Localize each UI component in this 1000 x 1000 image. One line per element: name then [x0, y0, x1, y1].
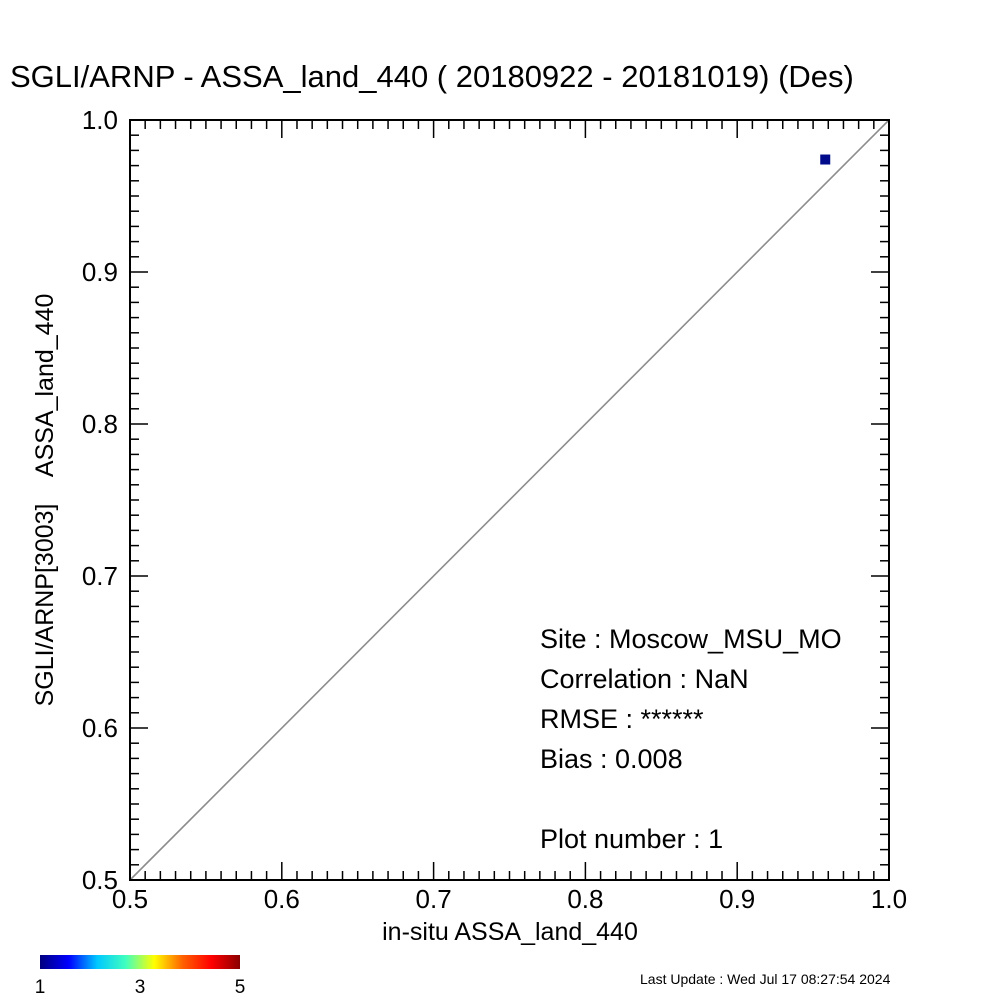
x-tick-label: 0.9: [719, 884, 755, 914]
x-tick-label: 0.5: [112, 884, 148, 914]
plot-frame: [129, 119, 890, 881]
x-tick-label: 0.6: [264, 884, 300, 914]
y-tick-label: 0.7: [82, 561, 118, 591]
y-tick-label: 0.8: [82, 409, 118, 439]
stat-rmse: RMSE : ******: [540, 704, 704, 734]
last-update-text: Last Update : Wed Jul 17 08:27:54 2024: [640, 971, 891, 987]
x-axis-label: in-situ ASSA_land_440: [382, 918, 638, 946]
data-points: [820, 154, 831, 165]
stat-plot-number: Plot number : 1: [540, 824, 723, 854]
y-axis-label: SGLI/ARNP[3003] ASSA_land_440: [31, 294, 59, 707]
y-tick-label: 1.0: [82, 105, 118, 135]
colorbar: [40, 955, 240, 969]
reference-line: [129, 119, 890, 881]
chart-title: SGLI/ARNP - ASSA_land_440 ( 20180922 - 2…: [10, 59, 854, 94]
y-tick-label: 0.9: [82, 257, 118, 287]
x-tick-label: 1.0: [871, 884, 907, 914]
colorbar-labels: 1 3 5: [35, 977, 246, 998]
colorbar-label: 3: [135, 977, 146, 998]
x-tick-label: 0.7: [416, 884, 452, 914]
stats-box: Site : Moscow_MSU_MO Correlation : NaN R…: [540, 624, 842, 854]
x-tick-label: 0.8: [567, 884, 603, 914]
axis-ticks: [129, 119, 890, 881]
colorbar-label: 5: [235, 977, 246, 998]
stat-correlation: Correlation : NaN: [540, 664, 749, 694]
y-tick-label: 0.5: [82, 865, 118, 895]
stat-site: Site : Moscow_MSU_MO: [540, 624, 842, 654]
axis-tick-labels: 0.5 0.6 0.7 0.8 0.9 1.0 0.5 0.6 0.7 0.8 0.9 1.0: [82, 105, 907, 914]
data-point: [820, 154, 831, 165]
y-tick-label: 0.6: [82, 713, 118, 743]
colorbar-label: 1: [35, 977, 46, 998]
stat-bias: Bias : 0.008: [540, 744, 683, 774]
